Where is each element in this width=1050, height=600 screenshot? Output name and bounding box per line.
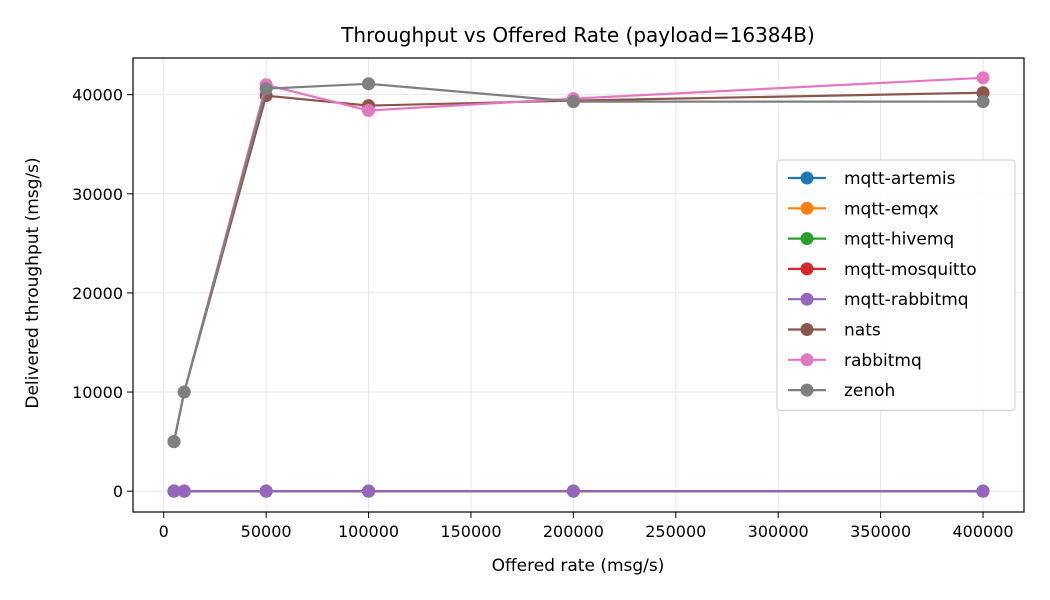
series-mqtt-rabbitmq <box>167 484 990 498</box>
legend-label: rabbitmq <box>844 351 922 371</box>
x-tick-label: 150000 <box>440 522 501 541</box>
data-point <box>362 104 376 118</box>
legend-marker <box>800 232 814 246</box>
x-tick-label: 100000 <box>338 522 399 541</box>
x-tick-label: 250000 <box>645 522 706 541</box>
legend-label: mqtt-rabbitmq <box>844 290 969 310</box>
x-tick-label: 350000 <box>850 522 911 541</box>
legend-item: mqtt-hivemq <box>788 230 954 250</box>
data-point <box>362 484 376 498</box>
legend-marker <box>800 292 814 306</box>
x-tick-label: 0 <box>159 522 169 541</box>
data-point <box>177 484 191 498</box>
x-tick-label: 300000 <box>748 522 809 541</box>
chart-title: Throughput vs Offered Rate (payload=1638… <box>340 23 815 47</box>
series-line <box>172 82 983 442</box>
legend-label: mqtt-hivemq <box>844 230 954 250</box>
legend-marker <box>800 353 814 367</box>
data-point <box>976 95 990 109</box>
data-point <box>976 86 990 100</box>
legend-label: zenoh <box>844 381 895 401</box>
data-point <box>167 484 181 498</box>
data-point <box>259 82 273 96</box>
legend-item: mqtt-rabbitmq <box>788 290 969 310</box>
legend-marker <box>800 323 814 336</box>
y-tick-label: 10000 <box>72 383 123 402</box>
data-point <box>177 385 191 399</box>
y-tick-label: 40000 <box>72 86 123 105</box>
x-axis-label: Offered rate (msg/s) <box>492 556 665 576</box>
plot-area: 0 50000 100000 150000 200000 250000 300000 3500… <box>72 57 1025 541</box>
data-point <box>976 484 990 498</box>
legend: mqtt-artemis mqtt-emqx mqtt-hivemq mqtt-mos… <box>776 159 1016 411</box>
legend-item: zenoh <box>788 381 895 401</box>
legend-label: nats <box>844 321 881 341</box>
data-point <box>566 95 580 109</box>
legend-label: mqtt-mosquitto <box>844 260 977 280</box>
data-point <box>362 77 376 91</box>
data-point <box>167 435 181 449</box>
series-zenoh <box>167 77 990 449</box>
legend-marker <box>800 262 814 276</box>
y-tick-label: 20000 <box>72 284 123 303</box>
x-tick-label: 200000 <box>543 522 604 541</box>
legend-marker <box>800 201 814 215</box>
y-tick-label: 30000 <box>72 185 123 204</box>
legend-marker <box>800 171 814 185</box>
legend-item: mqtt-mosquitto <box>788 260 977 280</box>
legend-item: mqtt-artemis <box>788 169 956 189</box>
legend-item: nats <box>788 321 881 341</box>
x-tick-label: 400000 <box>952 522 1013 541</box>
y-axis-label: Delivered throughput (msg/s) <box>23 157 43 408</box>
y-tick-label: 0 <box>113 482 123 501</box>
data-point <box>566 484 580 498</box>
data-point <box>259 484 273 498</box>
legend-label: mqtt-artemis <box>844 169 956 189</box>
x-tick-label: 50000 <box>241 522 292 541</box>
axes-frame <box>132 57 1025 513</box>
legend-label: mqtt-emqx <box>844 199 939 219</box>
legend-item: mqtt-emqx <box>788 199 939 219</box>
legend-box <box>776 159 1016 411</box>
legend-item: rabbitmq <box>788 351 922 371</box>
data-point <box>976 71 990 85</box>
legend-marker <box>800 383 814 397</box>
